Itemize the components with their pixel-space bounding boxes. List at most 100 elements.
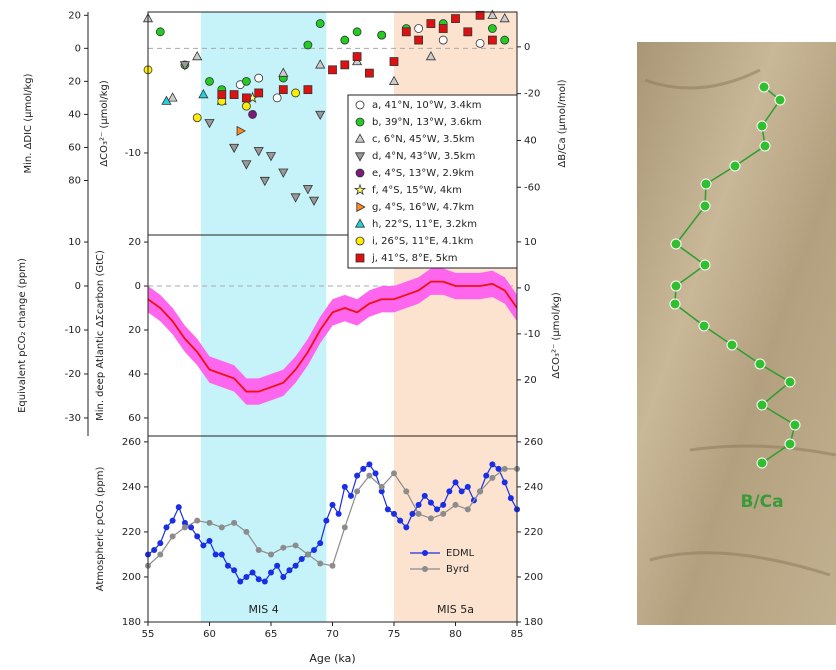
y-axis-title: ΔCO₃²⁻ (μmol/kg) xyxy=(551,292,562,379)
data-point xyxy=(225,563,231,569)
data-point xyxy=(439,36,447,44)
data-point xyxy=(477,488,483,494)
data-point xyxy=(151,547,157,553)
legend-label: c, 6°N, 45°W, 3.5km xyxy=(372,134,474,145)
y-tick-label: 60 xyxy=(68,142,81,153)
photo: B/Ca xyxy=(637,42,836,625)
x-tick-label: 75 xyxy=(388,629,401,640)
data-point xyxy=(305,551,311,557)
legend-label: g, 4°S, 16°W, 4.7km xyxy=(372,202,474,213)
data-point xyxy=(464,28,472,36)
period-label: MIS 4 xyxy=(249,603,279,616)
data-point xyxy=(353,28,361,36)
data-point xyxy=(365,69,373,77)
data-point xyxy=(502,479,508,485)
data-point xyxy=(280,574,286,580)
data-point xyxy=(262,578,268,584)
data-point xyxy=(279,86,287,94)
data-point xyxy=(249,110,257,118)
legend-marker xyxy=(356,118,364,126)
data-point xyxy=(496,466,502,472)
data-point xyxy=(170,518,176,524)
data-point xyxy=(336,511,342,517)
legend-marker xyxy=(422,566,428,572)
y-tick-label: 40 xyxy=(524,135,537,146)
data-point xyxy=(428,500,434,506)
data-point xyxy=(330,563,336,569)
data-point xyxy=(354,473,360,479)
data-point xyxy=(207,520,213,526)
x-tick-label: 70 xyxy=(326,629,339,640)
data-point xyxy=(163,524,169,530)
legend-label: h, 22°S, 11°E, 3.2km xyxy=(372,219,477,230)
data-point xyxy=(250,569,256,575)
data-point xyxy=(182,524,188,530)
data-point xyxy=(366,473,372,479)
data-point xyxy=(170,533,176,539)
data-point xyxy=(434,506,440,512)
y-tick-label: 200 xyxy=(524,572,543,583)
data-point xyxy=(483,473,489,479)
data-point xyxy=(348,493,354,499)
y-tick-label: 60 xyxy=(128,413,141,424)
data-point xyxy=(207,538,213,544)
data-point xyxy=(341,61,349,69)
data-point xyxy=(453,502,459,508)
legend-marker xyxy=(356,254,364,262)
data-point xyxy=(316,20,324,28)
chart-layer: MIS 4MIS 5a20020406080Min. ΔDIC (μmol/kg… xyxy=(17,10,568,665)
data-point xyxy=(446,488,452,494)
data-point xyxy=(304,86,312,94)
data-point xyxy=(231,567,237,573)
data-point xyxy=(255,89,263,97)
y-tick-label: 200 xyxy=(122,572,141,583)
data-point xyxy=(255,74,263,82)
data-point xyxy=(311,547,317,553)
legend-label: i, 26°S, 11°E, 4.1km xyxy=(372,236,473,247)
y-tick-label: 10 xyxy=(524,237,537,248)
data-point xyxy=(465,506,471,512)
y-axis-title: Atmospheric pCO₂ (ppm) xyxy=(95,467,106,592)
legend-label: Byrd xyxy=(446,564,469,575)
data-point xyxy=(323,518,329,524)
data-point xyxy=(342,484,348,490)
data-point xyxy=(465,484,471,490)
data-point xyxy=(428,515,434,521)
period-label: MIS 5a xyxy=(437,603,474,616)
data-point xyxy=(453,479,459,485)
data-point xyxy=(353,53,361,61)
data-point xyxy=(157,540,163,546)
data-point xyxy=(476,39,484,47)
data-point xyxy=(193,114,201,122)
y-tick-label: 40 xyxy=(68,109,81,120)
y-tick-label: 0 xyxy=(524,283,530,294)
data-point xyxy=(488,36,496,44)
data-point xyxy=(489,461,495,467)
y-tick-label: 20 xyxy=(68,76,81,87)
data-point xyxy=(317,540,323,546)
data-point xyxy=(168,93,177,101)
y-axis-title: Equivalent pCO₂ change (ppm) xyxy=(17,258,28,413)
data-point xyxy=(274,563,280,569)
data-point xyxy=(231,520,237,526)
data-point xyxy=(427,20,435,28)
legend-label: e, 4°S, 13°W, 2.9km xyxy=(372,168,474,179)
data-point xyxy=(452,15,460,23)
data-point xyxy=(422,493,428,499)
y-tick-label: -10 xyxy=(524,329,540,340)
y-tick-label: 40 xyxy=(128,369,141,380)
y-axis-title: Min. deep Atlantic ΔΣcarbon (GtC) xyxy=(95,250,106,421)
data-point xyxy=(218,91,226,99)
data-point xyxy=(403,488,409,494)
y-tick-label: 260 xyxy=(122,437,141,448)
y-axis-title: Min. ΔDIC (μmol/kg) xyxy=(23,73,34,173)
data-point xyxy=(409,511,415,517)
data-point xyxy=(416,511,422,517)
data-point xyxy=(440,502,446,508)
data-point xyxy=(508,495,514,501)
data-point xyxy=(242,94,250,102)
data-point xyxy=(354,488,360,494)
y-axis-title: ΔCO₃²⁻ (μmol/kg) xyxy=(99,80,110,167)
data-point xyxy=(402,28,410,36)
x-tick-label: 85 xyxy=(511,629,524,640)
